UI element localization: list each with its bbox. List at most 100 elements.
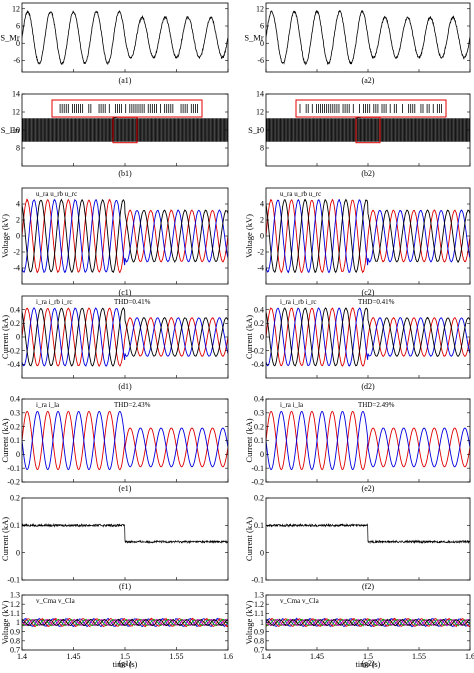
y-axis-label: Current (kA)	[244, 418, 254, 462]
series-line	[266, 307, 470, 367]
panel-caption: (f1)	[119, 582, 131, 591]
y-tick-label: 8	[260, 144, 264, 153]
y-axis-label: S_r	[248, 125, 260, 135]
y-tick-label: 0.2	[10, 319, 20, 328]
series-line	[266, 307, 470, 367]
panel-a1: 12 6 0 -6 S_Mr	[0, 2, 229, 73]
y-axis-label: Current (kA)	[0, 517, 10, 561]
series-line	[22, 618, 228, 627]
x-tick-label: 1.4	[261, 652, 271, 661]
y-tick-label: 0.2	[254, 494, 264, 503]
y-axis-label: S_Mr	[244, 33, 264, 43]
series-line	[22, 618, 228, 627]
y-tick-label: 8	[16, 144, 20, 153]
y-tick-label: 0.1	[254, 436, 264, 445]
axis-frame	[265, 2, 471, 73]
series-annotation: v_Cma v_Cla	[36, 597, 76, 605]
x-tick-label: 1.45	[310, 652, 324, 661]
thd-annotation: THD=2.43%	[114, 401, 151, 409]
series-line	[22, 617, 228, 628]
series-line	[266, 198, 470, 274]
x-tick-label: 1.5	[363, 652, 373, 661]
y-tick-label: 0	[16, 450, 20, 459]
axis-frame	[21, 2, 229, 73]
y-tick-label: 4	[260, 200, 264, 209]
x-tick-label: 1.6	[465, 652, 474, 661]
panel-f1: 0.2 0.1 0 -0.1 Current (kA)	[0, 494, 229, 585]
y-tick-label: -0.1	[7, 464, 20, 473]
y-tick-label: 1.3	[10, 591, 20, 600]
series-line	[266, 522, 470, 545]
axis-frame	[265, 295, 471, 379]
y-tick-label: 1.2	[10, 600, 20, 609]
series-line	[266, 618, 470, 627]
y-tick-label: 10	[256, 126, 264, 135]
y-tick-label: 0	[260, 548, 264, 557]
axis-frame	[265, 187, 471, 285]
series-line	[266, 198, 470, 274]
panel-caption: (e2)	[362, 484, 375, 493]
series-line	[22, 618, 228, 627]
panel-e1: 0.4 0.3 0.2 0.1 0 -0.1 -0.2 Current (kA) i_ra i_…	[0, 395, 229, 487]
series-line	[22, 307, 228, 367]
axis-frame	[21, 295, 229, 379]
x-tick-label: 1.55	[412, 652, 426, 661]
panel-g1: 1.31.21.110.90.80.71.4 1.45 1.5 1.55 1.6 Volt…	[0, 591, 233, 661]
series-line	[266, 618, 470, 627]
y-tick-label: 1.1	[254, 609, 264, 618]
y-tick-label: -0.2	[251, 478, 264, 487]
y-axis-label: Voltage (kV)	[0, 600, 10, 644]
y-tick-label: -0.2	[7, 478, 20, 487]
panel-caption: (c1)	[119, 288, 132, 297]
y-tick-label: 0	[260, 39, 264, 48]
panel-a2: 12 6 0 -6 S_Mr	[244, 2, 471, 73]
series-line	[22, 522, 228, 545]
axis-frame	[265, 594, 471, 651]
y-tick-label: 0	[16, 232, 20, 241]
series-line	[266, 307, 470, 367]
axis-frame	[21, 398, 229, 483]
y-tick-label: 0.9	[254, 627, 264, 636]
y-tick-label: 0.2	[254, 422, 264, 431]
y-tick-label: 0.1	[10, 436, 20, 445]
y-tick-label: 1	[260, 618, 264, 627]
y-axis-label: Current (kA)	[244, 517, 254, 561]
y-tick-label: 6	[16, 22, 20, 31]
y-tick-label: -6	[257, 56, 264, 65]
panel-caption: (b1)	[118, 169, 132, 178]
y-tick-label: 2	[260, 216, 264, 225]
y-tick-label: 0.7	[254, 646, 264, 655]
x-tick-label: 1.5	[120, 652, 130, 661]
axis-frame	[21, 187, 229, 285]
y-tick-label: 1.2	[254, 600, 264, 609]
y-tick-label: -2	[257, 248, 264, 257]
panel-caption: (b2)	[361, 169, 375, 178]
y-tick-label: 0.2	[254, 319, 264, 328]
y-tick-label: 0.3	[10, 408, 20, 417]
y-tick-label: -4	[13, 264, 20, 273]
y-tick-label: -0.4	[7, 360, 20, 369]
y-axis-label: S_En	[1, 125, 20, 135]
panel-f2: 0.2 0.1 0 -0.1 Current (kA)	[244, 494, 471, 585]
panel-b2: 14 12 10 8S_r	[248, 90, 471, 167]
y-tick-label: 0.4	[254, 395, 264, 404]
thd-annotation: THD=0.41%	[114, 298, 151, 306]
y-tick-label: 0.4	[10, 395, 20, 404]
y-tick-label: 0.3	[254, 408, 264, 417]
x-tick-label: 1.4	[17, 652, 27, 661]
panel-caption: (a2)	[362, 76, 375, 85]
y-tick-label: -6	[13, 56, 20, 65]
y-tick-label: 0.1	[10, 521, 20, 530]
panel-caption: (a1)	[119, 76, 132, 85]
y-tick-label: 12	[256, 4, 264, 13]
y-tick-label: 2	[16, 216, 20, 225]
series-line	[22, 9, 228, 66]
y-tick-label: -4	[257, 264, 264, 273]
y-tick-label: -0.4	[251, 360, 264, 369]
x-tick-label: 1.6	[223, 652, 233, 661]
y-tick-label: 0	[260, 333, 264, 342]
series-line	[22, 198, 228, 274]
